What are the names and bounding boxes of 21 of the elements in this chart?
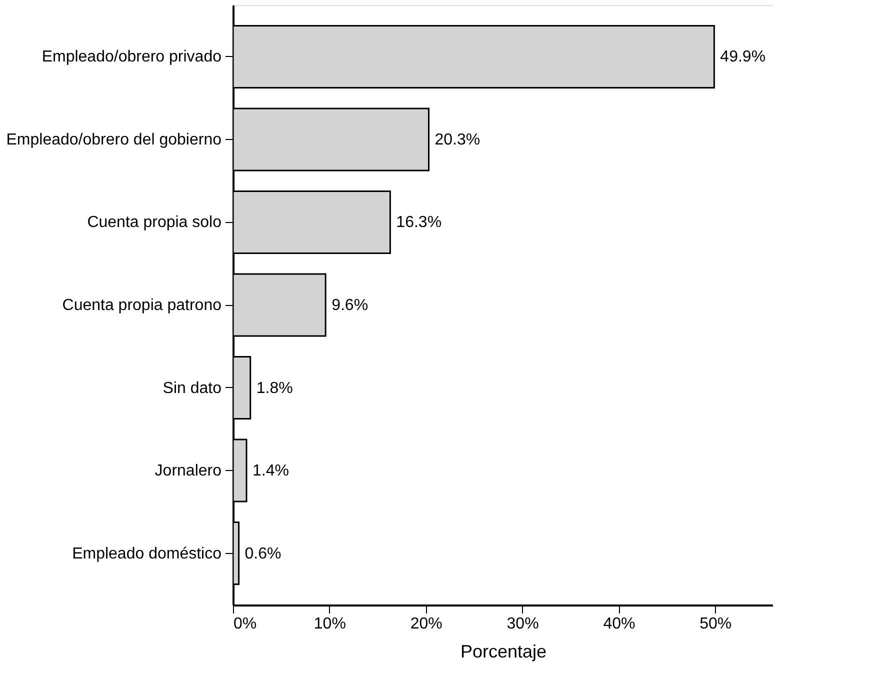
y-tick-label: Sin dato bbox=[162, 380, 222, 397]
data-label: 49.9% bbox=[720, 48, 766, 66]
data-label: 20.3% bbox=[434, 131, 480, 148]
x-tick-label: 10% bbox=[314, 616, 346, 632]
x-tick-label: 40% bbox=[603, 616, 636, 632]
y-tick-label: Empleado/obrero del gobierno bbox=[6, 131, 222, 148]
x-axis-title: Porcentaje bbox=[460, 642, 547, 662]
y-tick-label: Empleado doméstico bbox=[72, 545, 222, 562]
y-tick-label: Jornalero bbox=[154, 462, 222, 480]
x-tick-label: 20% bbox=[410, 616, 442, 632]
x-tick-label: 0% bbox=[234, 616, 257, 632]
y-tick-label: Cuenta propia solo bbox=[87, 214, 222, 232]
y-tick-label: Cuenta propia patrono bbox=[62, 297, 222, 314]
data-label: 1.4% bbox=[252, 462, 289, 480]
data-label: 16.3% bbox=[396, 214, 442, 232]
data-label: 1.8% bbox=[256, 380, 293, 397]
y-tick-label: Empleado/obrero privado bbox=[42, 48, 222, 66]
data-label: 0.6% bbox=[244, 545, 282, 562]
data-label: 9.6% bbox=[332, 297, 368, 314]
x-tick-label: 50% bbox=[700, 616, 732, 632]
x-tick-label: 30% bbox=[506, 616, 539, 632]
